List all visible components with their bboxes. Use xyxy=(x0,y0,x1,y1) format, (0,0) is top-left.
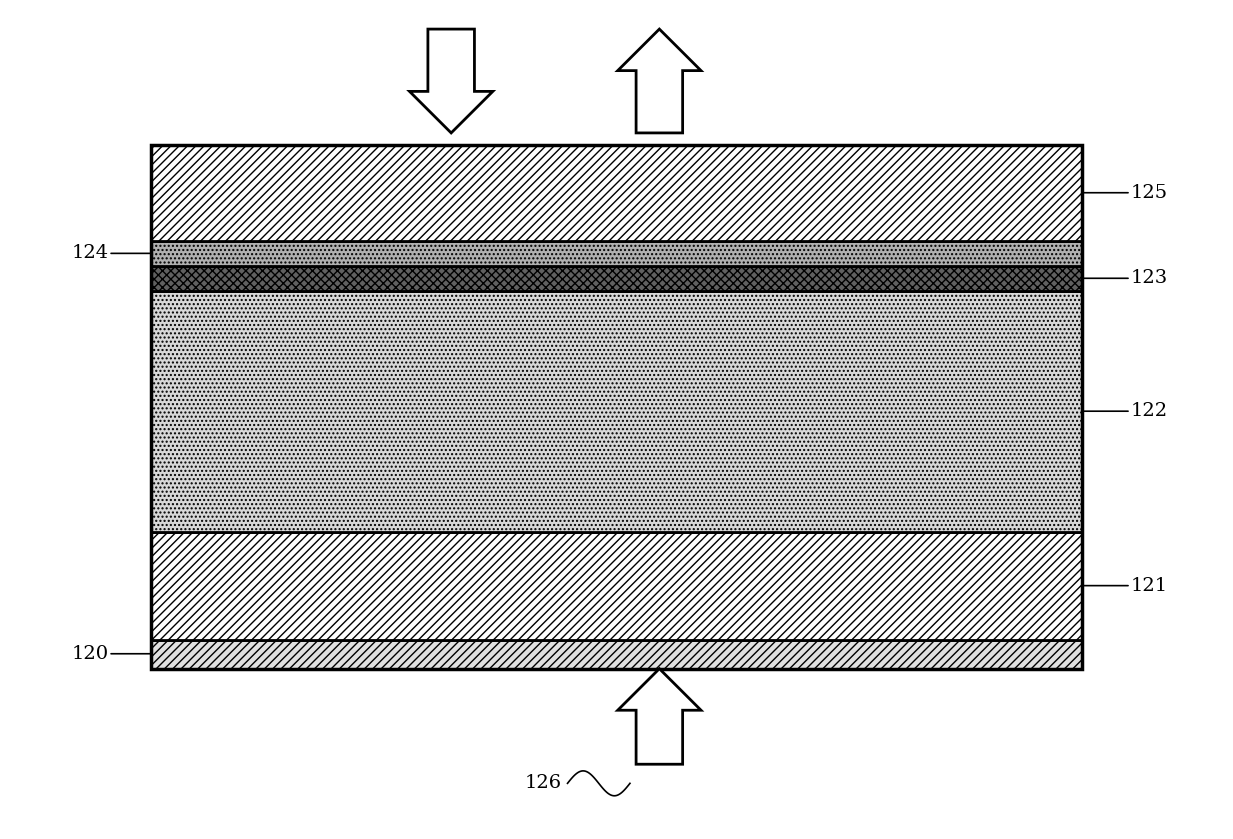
Bar xyxy=(152,266,1081,291)
Polygon shape xyxy=(618,29,702,133)
Text: 120: 120 xyxy=(72,644,152,663)
Bar xyxy=(152,145,1081,669)
Polygon shape xyxy=(618,669,702,764)
Text: 125: 125 xyxy=(1081,184,1168,201)
Bar xyxy=(152,532,1081,639)
Text: 122: 122 xyxy=(1081,402,1168,420)
Text: 121: 121 xyxy=(1081,576,1168,595)
Bar xyxy=(152,639,1081,669)
Text: 123: 123 xyxy=(1081,269,1168,287)
Bar xyxy=(152,145,1081,241)
Bar xyxy=(152,241,1081,266)
Text: 124: 124 xyxy=(72,244,152,263)
Polygon shape xyxy=(409,29,493,133)
Bar xyxy=(152,291,1081,532)
Text: 126: 126 xyxy=(524,774,561,792)
